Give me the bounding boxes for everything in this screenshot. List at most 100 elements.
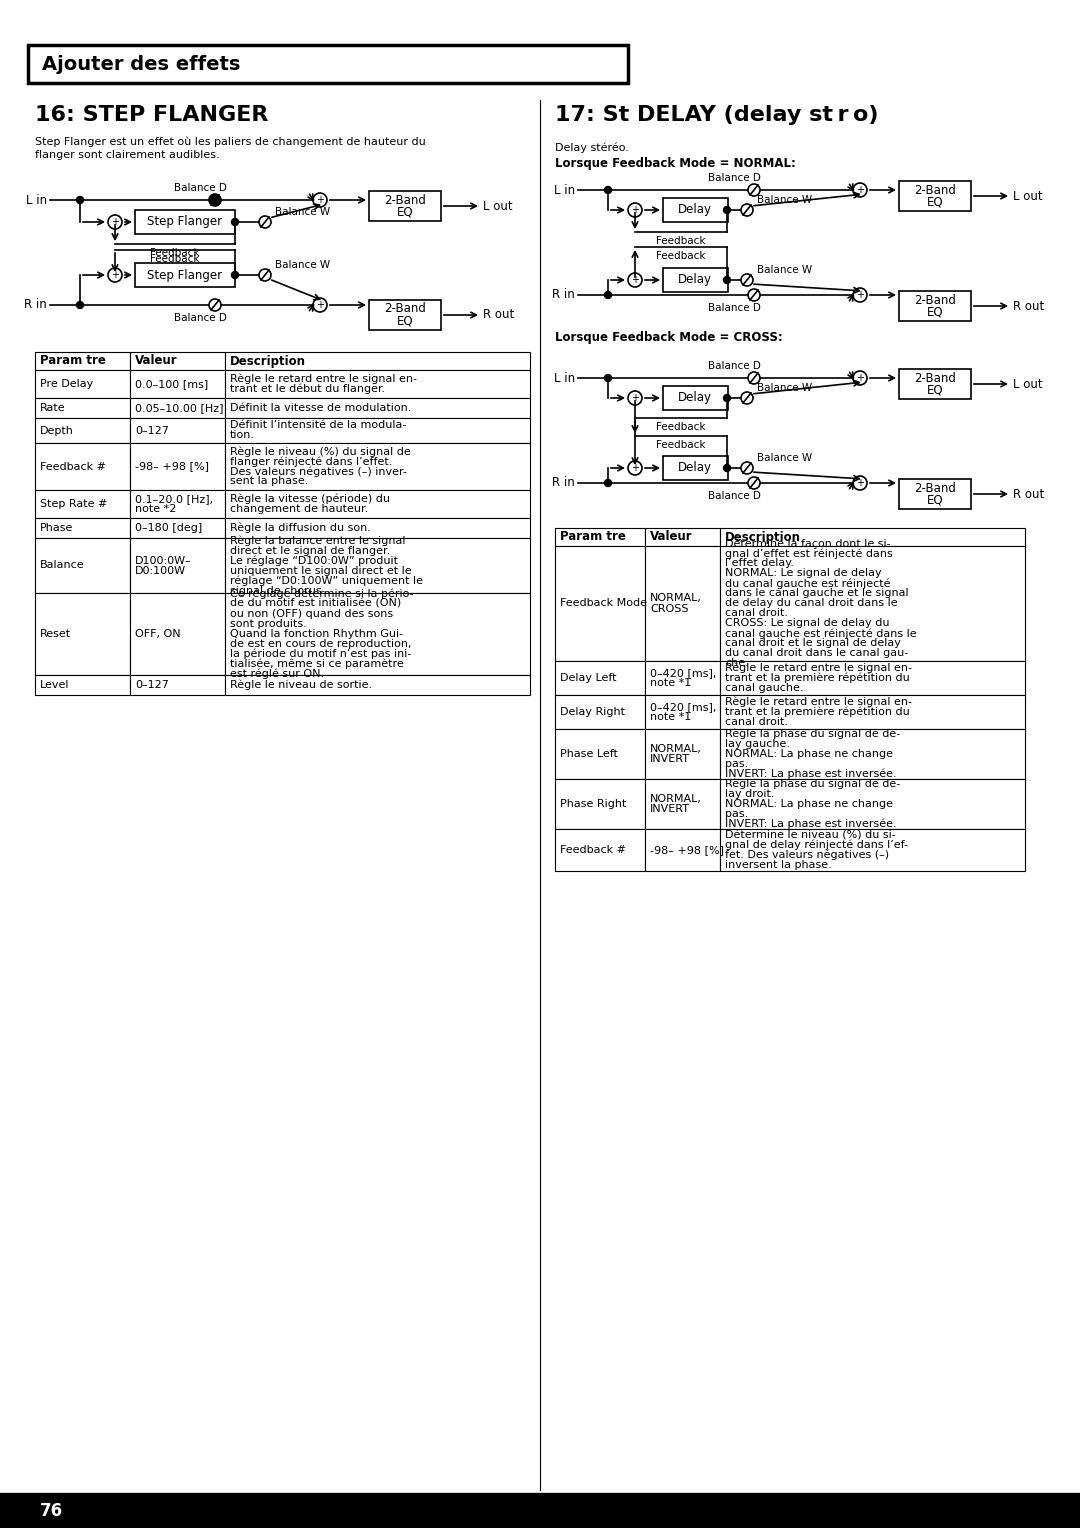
Bar bbox=[720, 830, 1025, 871]
Text: Ce réglage détermine si la pério-: Ce réglage détermine si la pério- bbox=[230, 588, 414, 599]
Text: Step Flanger est un effet où les paliers de changement de hauteur du: Step Flanger est un effet où les paliers… bbox=[35, 136, 426, 147]
Text: Règle la diffusion du son.: Règle la diffusion du son. bbox=[230, 523, 370, 533]
Text: NORMAL: La phase ne change: NORMAL: La phase ne change bbox=[725, 749, 893, 759]
Bar bbox=[225, 397, 530, 419]
Text: EQ: EQ bbox=[396, 315, 414, 327]
Circle shape bbox=[748, 183, 760, 196]
Circle shape bbox=[724, 277, 730, 284]
Text: Param tre: Param tre bbox=[561, 530, 626, 544]
Bar bbox=[35, 351, 130, 370]
Text: pas.: pas. bbox=[725, 808, 748, 819]
Text: gnal de delay réinjecté dans l’ef-: gnal de delay réinjecté dans l’ef- bbox=[725, 840, 908, 850]
Bar bbox=[225, 675, 530, 695]
Circle shape bbox=[605, 186, 611, 194]
Text: Pre Delay: Pre Delay bbox=[40, 379, 93, 390]
Bar bbox=[35, 675, 130, 695]
Text: 0–180 [deg]: 0–180 [deg] bbox=[135, 523, 202, 533]
Bar bbox=[555, 662, 645, 695]
Text: 0.1–20.0 [Hz],: 0.1–20.0 [Hz], bbox=[135, 494, 213, 504]
Text: 17: St DELAY (delay st r o): 17: St DELAY (delay st r o) bbox=[555, 105, 878, 125]
Circle shape bbox=[627, 203, 642, 217]
Bar bbox=[899, 290, 971, 321]
Bar bbox=[130, 370, 225, 397]
Text: du canal droit dans le canal gau-: du canal droit dans le canal gau- bbox=[725, 648, 908, 659]
Text: INVERT: INVERT bbox=[650, 804, 690, 814]
Circle shape bbox=[741, 461, 753, 474]
Circle shape bbox=[741, 393, 753, 403]
Bar bbox=[720, 729, 1025, 779]
Text: Règle la phase du signal de de-: Règle la phase du signal de de- bbox=[725, 729, 901, 740]
Text: canal gauche.: canal gauche. bbox=[725, 683, 804, 694]
Text: 2-Band: 2-Band bbox=[914, 371, 956, 385]
Text: est réglé sur ON.: est réglé sur ON. bbox=[230, 669, 324, 680]
Text: Balance W: Balance W bbox=[757, 196, 812, 205]
Bar bbox=[130, 443, 225, 490]
Text: canal droit et le signal de delay: canal droit et le signal de delay bbox=[725, 639, 901, 648]
Bar bbox=[135, 209, 235, 234]
Text: Règle le retard entre le signal en-: Règle le retard entre le signal en- bbox=[230, 374, 417, 384]
Bar bbox=[720, 662, 1025, 695]
Text: Quand la fonction Rhythm Gui-: Quand la fonction Rhythm Gui- bbox=[230, 630, 403, 639]
Bar bbox=[369, 299, 441, 330]
Text: che.: che. bbox=[725, 659, 748, 669]
Circle shape bbox=[748, 477, 760, 489]
Circle shape bbox=[313, 298, 327, 312]
Text: EQ: EQ bbox=[927, 196, 943, 208]
Bar bbox=[35, 397, 130, 419]
Text: L out: L out bbox=[1013, 189, 1042, 203]
Circle shape bbox=[77, 301, 83, 309]
Bar bbox=[645, 529, 720, 545]
Text: Feedback: Feedback bbox=[657, 422, 705, 432]
Text: Feedback Mode: Feedback Mode bbox=[561, 599, 647, 608]
Circle shape bbox=[853, 371, 867, 385]
Text: flanger sont clairement audibles.: flanger sont clairement audibles. bbox=[35, 150, 219, 160]
Bar bbox=[225, 538, 530, 593]
Bar bbox=[662, 455, 728, 480]
Text: Level: Level bbox=[40, 680, 69, 691]
Text: l’effet delay.: l’effet delay. bbox=[725, 559, 794, 568]
Text: +: + bbox=[856, 290, 864, 299]
Text: Balance D: Balance D bbox=[707, 173, 760, 183]
Text: Règle le niveau de sortie.: Règle le niveau de sortie. bbox=[230, 680, 373, 691]
Text: 0.05–10.00 [Hz]: 0.05–10.00 [Hz] bbox=[135, 403, 224, 413]
Text: EQ: EQ bbox=[927, 306, 943, 318]
Text: 0–127: 0–127 bbox=[135, 680, 168, 691]
Text: direct et le signal de flanger.: direct et le signal de flanger. bbox=[230, 545, 390, 556]
Text: Phase Left: Phase Left bbox=[561, 749, 618, 759]
Text: Balance D: Balance D bbox=[707, 303, 760, 313]
Text: Détermine le niveau (%) du si-: Détermine le niveau (%) du si- bbox=[725, 830, 895, 840]
Text: Delay: Delay bbox=[678, 461, 712, 475]
Circle shape bbox=[605, 292, 611, 298]
Text: INVERT: INVERT bbox=[650, 753, 690, 764]
Bar bbox=[645, 729, 720, 779]
Text: Feedback #: Feedback # bbox=[40, 461, 106, 472]
Text: changement de hauteur.: changement de hauteur. bbox=[230, 504, 368, 513]
Circle shape bbox=[313, 193, 327, 206]
Text: Valeur: Valeur bbox=[135, 354, 177, 368]
Text: -98– +98 [%]: -98– +98 [%] bbox=[650, 845, 724, 856]
Text: tion.: tion. bbox=[230, 431, 255, 440]
Text: Règle le niveau (%) du signal de: Règle le niveau (%) du signal de bbox=[230, 446, 410, 457]
Text: Step Flanger: Step Flanger bbox=[148, 215, 222, 229]
Circle shape bbox=[605, 374, 611, 382]
Bar bbox=[130, 675, 225, 695]
Text: NORMAL,: NORMAL, bbox=[650, 795, 702, 804]
Bar bbox=[645, 779, 720, 830]
Text: de du motif est initialisée (ON): de du motif est initialisée (ON) bbox=[230, 599, 402, 610]
Text: R out: R out bbox=[483, 309, 514, 321]
Circle shape bbox=[108, 215, 122, 229]
Bar bbox=[662, 387, 728, 410]
Text: D100:0W–: D100:0W– bbox=[135, 556, 192, 565]
Text: Règle le retard entre le signal en-: Règle le retard entre le signal en- bbox=[725, 663, 912, 674]
Text: Le réglage “D100:0W” produit: Le réglage “D100:0W” produit bbox=[230, 555, 399, 565]
Bar bbox=[35, 490, 130, 518]
Text: +: + bbox=[631, 275, 639, 286]
Text: réglage “D0:100W” uniquement le: réglage “D0:100W” uniquement le bbox=[230, 575, 423, 585]
Text: sont produits.: sont produits. bbox=[230, 619, 307, 630]
Text: 2-Band: 2-Band bbox=[914, 293, 956, 307]
Bar bbox=[662, 267, 728, 292]
Text: R out: R out bbox=[1013, 299, 1044, 313]
Text: inversent la phase.: inversent la phase. bbox=[725, 860, 832, 869]
Text: 76: 76 bbox=[40, 1502, 63, 1520]
Bar bbox=[130, 351, 225, 370]
